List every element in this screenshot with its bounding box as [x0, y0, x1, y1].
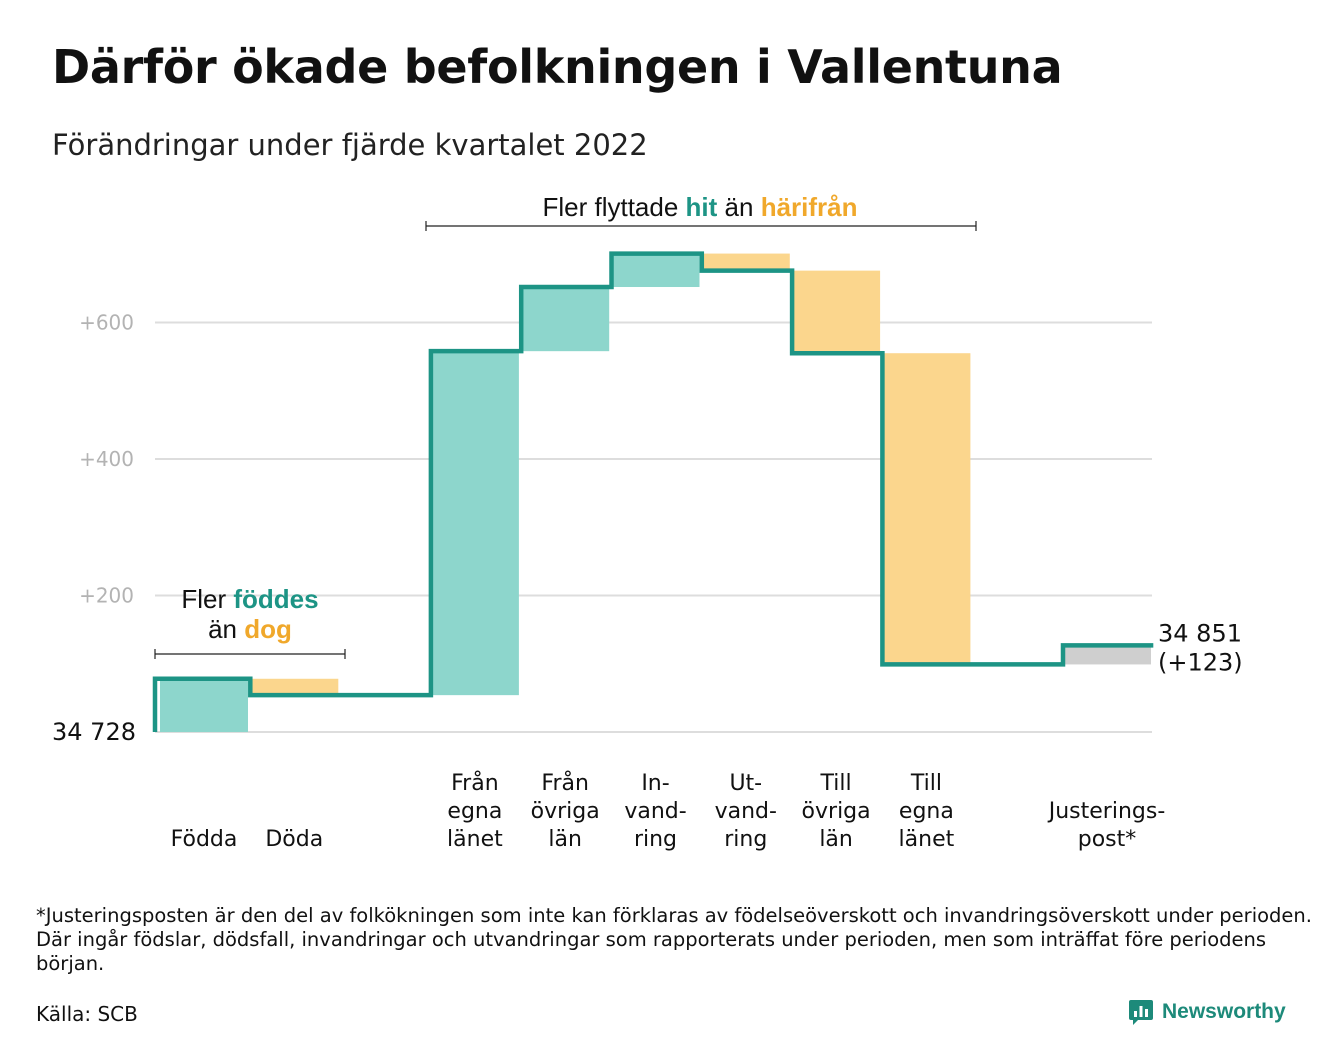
- cumulative-step-line: [152, 251, 1154, 732]
- bar-increase: [160, 678, 248, 732]
- start-value-label: 34 728: [52, 718, 136, 746]
- end-value-label: 34 851 (+123): [1158, 619, 1243, 676]
- bar-decrease: [701, 253, 790, 271]
- y-tick-label: +200: [79, 584, 134, 608]
- category-label: Från egna länet: [447, 770, 503, 852]
- migration-annotation-bracket: [425, 221, 977, 231]
- births-annotation-bracket: [154, 649, 346, 659]
- brand-logo: Newsworthy: [1128, 998, 1286, 1026]
- bar-decrease: [250, 678, 339, 696]
- source-label: Källa: SCB: [36, 1002, 138, 1026]
- migration-annotation: Fler flyttade hit än härifrån: [542, 192, 857, 222]
- y-tick-label: +600: [79, 311, 134, 335]
- bar-decrease: [792, 270, 881, 354]
- category-label: In-vand-ring: [624, 771, 686, 852]
- births-annotation-line2: än dog: [208, 614, 292, 644]
- waterfall-chart: +200 +400 +600 Födda Döda Från egna länet Från ö…: [52, 192, 1243, 852]
- brand-name: Newsworthy: [1162, 1000, 1286, 1023]
- category-label: Justerings-post*: [1047, 799, 1166, 852]
- bar-decrease: [882, 353, 971, 665]
- newsworthy-logo-icon: [1129, 1000, 1153, 1025]
- footnote: *Justeringsposten är den del av folkökni…: [36, 904, 1312, 975]
- y-tick-label: +400: [79, 447, 134, 471]
- category-label: Från övriga län: [531, 770, 600, 852]
- category-label: Döda: [265, 827, 323, 852]
- chart-title: Därför ökade befolkningen i Vallentuna: [52, 40, 1063, 94]
- bar-adjustment: [1063, 645, 1151, 665]
- bar-increase: [430, 351, 519, 696]
- chart-subtitle: Förändringar under fjärde kvartalet 2022: [52, 128, 648, 162]
- category-label: Födda: [171, 827, 238, 852]
- births-annotation-line1: Fler föddes: [181, 584, 318, 614]
- category-label: Till egna länet: [899, 771, 955, 852]
- bar-increase: [611, 253, 700, 288]
- bar-increase: [521, 287, 610, 352]
- category-label: Till övriga län: [802, 771, 871, 852]
- category-label: Ut-vand-ring: [715, 771, 777, 852]
